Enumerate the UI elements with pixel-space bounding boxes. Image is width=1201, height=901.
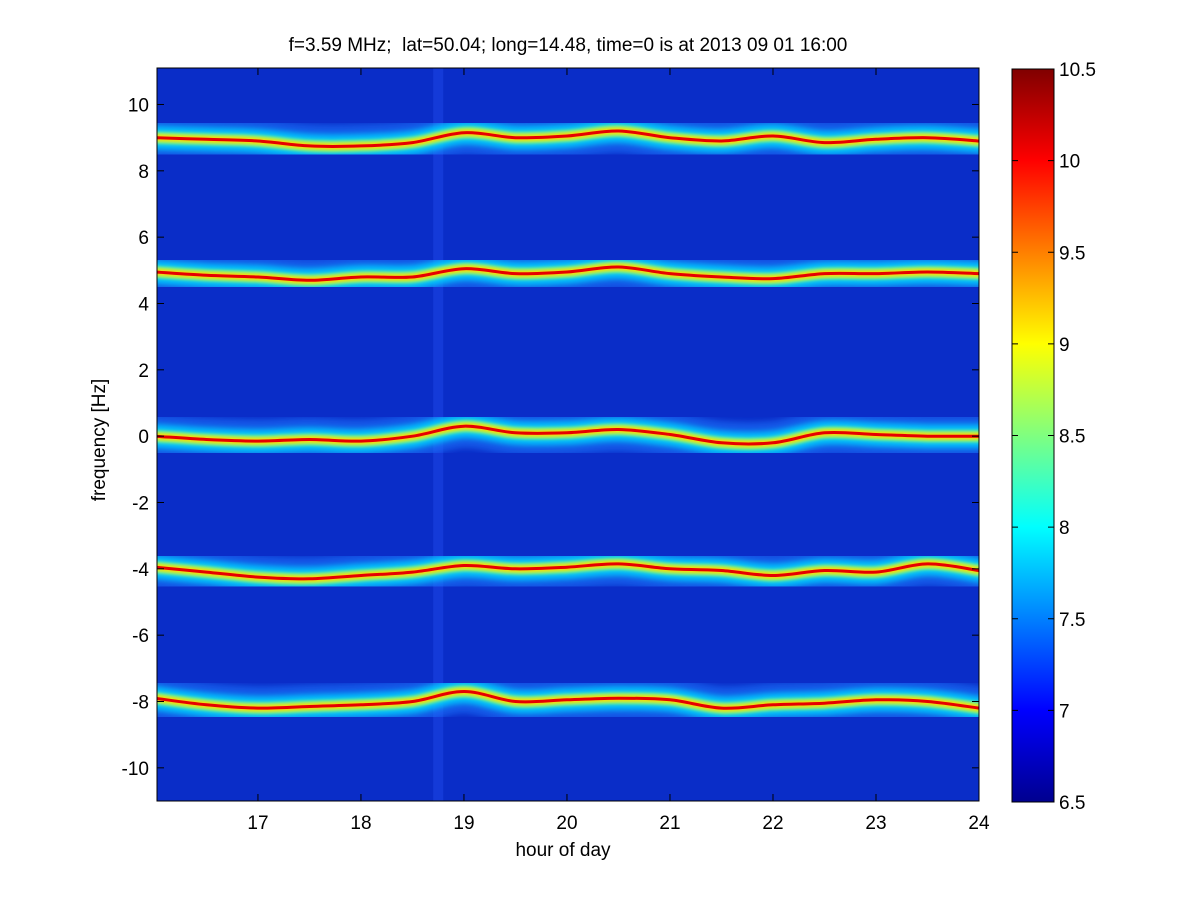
colorbar-tick-label: 6.5 <box>1059 793 1085 814</box>
y-axis-label: frequency [Hz] <box>89 379 110 502</box>
trace-band-4 <box>157 669 979 731</box>
trace-ridge <box>157 129 979 148</box>
x-axis-ticks: 17 18 19 20 21 22 23 24 <box>247 68 990 834</box>
trace-band-1 <box>157 245 979 303</box>
colorbar-gradient <box>1011 68 1055 803</box>
colorbar-tick-label: 8 <box>1059 518 1070 539</box>
y-tick-label: 10 <box>128 95 149 116</box>
colorbar-tick-label: 9.5 <box>1059 243 1085 264</box>
trace-ridge <box>157 265 979 282</box>
y-tick-label: -2 <box>132 493 149 514</box>
colorbar-tick-label: 9 <box>1059 335 1070 356</box>
x-tick-label: 19 <box>453 813 474 834</box>
trace-band-2 <box>157 404 979 466</box>
y-axis-ticks: -10 -8 -6 -4 -2 0 2 4 6 8 10 <box>122 95 979 780</box>
colorbar-tick-label: 8.5 <box>1059 427 1085 448</box>
colorbar-ticks: 6.5 7 7.5 8 8.5 9 9.5 10 10.5 <box>1012 60 1096 814</box>
colorbar-tick-label: 7.5 <box>1059 610 1085 631</box>
trace-ridge <box>157 424 979 446</box>
y-tick-label: 8 <box>138 162 149 183</box>
colorbar: 6.5 7 7.5 8 8.5 9 9.5 10 10.5 <box>1011 60 1096 814</box>
y-tick-label: -6 <box>132 626 149 647</box>
colorbar-tick-label: 7 <box>1059 701 1070 722</box>
x-tick-label: 23 <box>865 813 886 834</box>
y-tick-label: 2 <box>138 361 149 382</box>
chart-title: f=3.59 MHz; lat=50.04; long=14.48, time=… <box>289 35 848 56</box>
x-axis-label: hour of day <box>515 840 611 861</box>
y-tick-label: -8 <box>132 692 149 713</box>
plot-frame <box>156 67 980 802</box>
colorbar-tick-label: 10 <box>1059 152 1080 173</box>
x-tick-label: 24 <box>968 813 990 834</box>
x-tick-label: 18 <box>350 813 371 834</box>
y-tick-label: 4 <box>138 294 149 315</box>
x-tick-label: 21 <box>659 813 680 834</box>
trace-band-3 <box>157 541 979 601</box>
colorbar-tick-label: 10.5 <box>1059 60 1096 81</box>
y-tick-label: 6 <box>138 228 149 249</box>
y-tick-label: -4 <box>132 560 149 581</box>
heatmap-layer <box>157 68 979 801</box>
y-tick-label: 0 <box>138 427 149 448</box>
x-tick-label: 22 <box>762 813 783 834</box>
x-tick-label: 20 <box>556 813 577 834</box>
trace-band-0 <box>157 109 979 169</box>
x-tick-label: 17 <box>247 813 268 834</box>
trace-ridge <box>157 689 979 710</box>
y-tick-label: -10 <box>122 759 149 780</box>
trace-ridge <box>157 562 979 581</box>
